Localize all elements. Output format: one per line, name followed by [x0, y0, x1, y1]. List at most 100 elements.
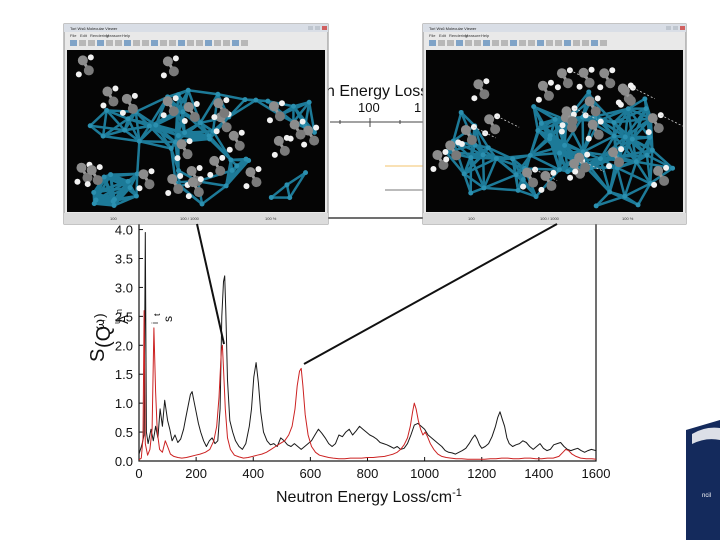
- lattice-atom: [243, 156, 249, 162]
- toolbar-button[interactable]: [133, 40, 140, 46]
- menu-measure[interactable]: Measure: [106, 33, 122, 38]
- x-tick-label: 1600: [582, 466, 611, 481]
- lattice-bond: [631, 138, 638, 162]
- menu-help[interactable]: Help: [481, 33, 490, 38]
- toolbar-button[interactable]: [429, 40, 436, 46]
- toolbar-button[interactable]: [169, 40, 176, 46]
- menu-edit[interactable]: Edit: [439, 33, 447, 38]
- toolbar-button[interactable]: [501, 40, 508, 46]
- toolbar-button[interactable]: [223, 40, 230, 46]
- lattice-atom: [547, 133, 553, 139]
- lattice-atom: [622, 134, 628, 140]
- toolbar-button[interactable]: [70, 40, 77, 46]
- menu-file[interactable]: File: [429, 33, 436, 38]
- toolbar-button[interactable]: [232, 40, 239, 46]
- lattice-bond: [123, 129, 141, 143]
- lattice-atom: [287, 195, 293, 201]
- lattice-bond: [89, 124, 104, 138]
- background-tick-label: 100: [358, 100, 380, 115]
- close-button[interactable]: [680, 26, 685, 30]
- toolbar-button[interactable]: [483, 40, 490, 46]
- toolbar-button[interactable]: [160, 40, 167, 46]
- lattice-atom: [515, 187, 521, 193]
- maximize-button[interactable]: [315, 26, 320, 30]
- lattice-bond: [184, 131, 210, 141]
- lattice-bond: [517, 189, 537, 198]
- menu-help[interactable]: Help: [122, 33, 131, 38]
- x-tick-label: 400: [242, 466, 264, 481]
- lattice-bond: [105, 109, 126, 132]
- toolbar-button[interactable]: [151, 40, 158, 46]
- lattice-atom: [622, 193, 628, 199]
- menu-file[interactable]: File: [70, 33, 77, 38]
- toolbar-button[interactable]: [124, 40, 131, 46]
- menu-rendering[interactable]: Rendering: [449, 33, 467, 38]
- close-button[interactable]: [322, 26, 327, 30]
- hydrogen-atom: [119, 109, 126, 116]
- hydrogen-atom: [243, 183, 250, 190]
- hydrogen-atom: [112, 85, 119, 92]
- toolbar-button[interactable]: [465, 40, 472, 46]
- toolbar-button[interactable]: [196, 40, 203, 46]
- carbon-atom: [168, 106, 179, 117]
- lattice-bond: [102, 134, 140, 143]
- hydrogen-atom: [213, 128, 220, 135]
- hydrogen-atom: [313, 124, 320, 131]
- toolbar-button[interactable]: [492, 40, 499, 46]
- carbon-atom: [599, 68, 610, 79]
- carbon-atom: [593, 129, 604, 140]
- lattice-bond: [529, 130, 540, 156]
- toolbar-button[interactable]: [115, 40, 122, 46]
- y-label-part: n: [114, 309, 124, 314]
- toolbar-button[interactable]: [519, 40, 526, 46]
- window-titlebar: [423, 24, 686, 32]
- toolbar-button[interactable]: [205, 40, 212, 46]
- toolbar-button[interactable]: [474, 40, 481, 46]
- carbon-atom: [289, 119, 300, 130]
- toolbar-button[interactable]: [79, 40, 86, 46]
- toolbar-button[interactable]: [438, 40, 445, 46]
- maximize-button[interactable]: [673, 26, 678, 30]
- toolbar-button[interactable]: [537, 40, 544, 46]
- window-statusbar: [423, 213, 686, 224]
- toolbar-button[interactable]: [97, 40, 104, 46]
- hydrogen-atom: [181, 118, 188, 125]
- lattice-bond: [636, 182, 652, 206]
- hydrogen-atom: [594, 95, 601, 102]
- menu-rendering[interactable]: Rendering: [90, 33, 108, 38]
- y-label-part: ): [91, 313, 107, 318]
- toolbar-button[interactable]: [456, 40, 463, 46]
- menu-measure[interactable]: Measure: [465, 33, 481, 38]
- toolbar-button[interactable]: [564, 40, 571, 46]
- lattice-atom: [493, 155, 499, 161]
- carbon-atom: [92, 175, 103, 186]
- toolbar-button[interactable]: [88, 40, 95, 46]
- toolbar-button[interactable]: [510, 40, 517, 46]
- toolbar-button[interactable]: [528, 40, 535, 46]
- lattice-atom: [468, 155, 474, 161]
- carbon-atom: [590, 106, 601, 117]
- toolbar-button[interactable]: [142, 40, 149, 46]
- toolbar-button[interactable]: [214, 40, 221, 46]
- toolbar-button[interactable]: [555, 40, 562, 46]
- minimize-button[interactable]: [308, 26, 313, 30]
- toolbar-button[interactable]: [447, 40, 454, 46]
- toolbar-button[interactable]: [573, 40, 580, 46]
- carbon-atom: [186, 166, 197, 177]
- toolbar-button[interactable]: [582, 40, 589, 46]
- lattice-bond: [126, 118, 141, 142]
- lattice-bond: [199, 93, 219, 124]
- toolbar-button[interactable]: [241, 40, 248, 46]
- minimize-button[interactable]: [666, 26, 671, 30]
- y-tick-label: 1.0: [115, 396, 133, 411]
- status-cell: 100 %: [622, 216, 634, 221]
- toolbar-button[interactable]: [178, 40, 185, 46]
- toolbar-button[interactable]: [106, 40, 113, 46]
- lattice-bond: [303, 102, 311, 127]
- toolbar-button[interactable]: [600, 40, 607, 46]
- toolbar-button[interactable]: [546, 40, 553, 46]
- lattice-bond: [616, 166, 651, 185]
- menu-edit[interactable]: Edit: [80, 33, 88, 38]
- toolbar-button[interactable]: [591, 40, 598, 46]
- toolbar-button[interactable]: [187, 40, 194, 46]
